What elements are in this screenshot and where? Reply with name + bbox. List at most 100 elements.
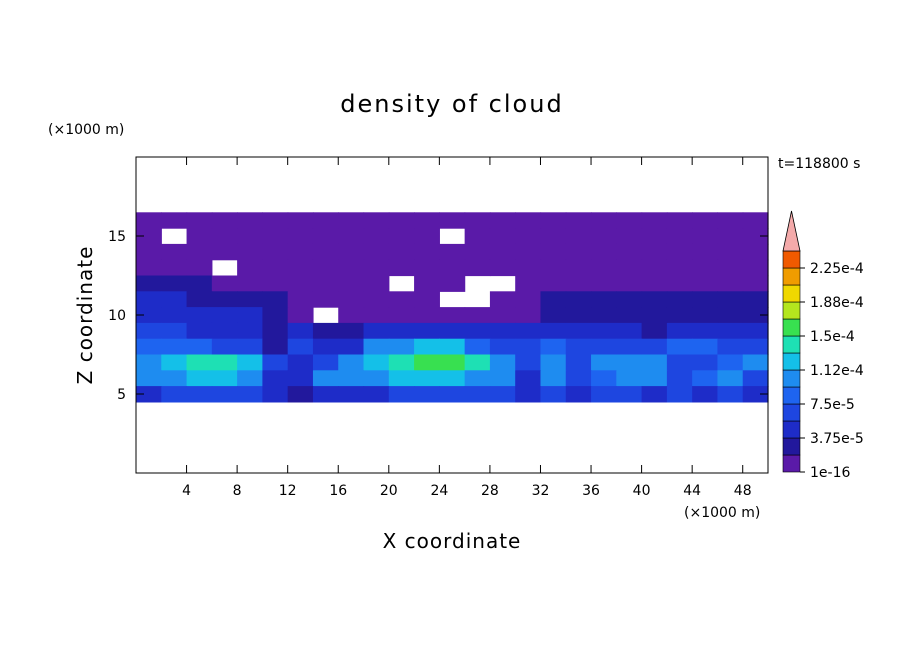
field-cell [338,212,365,229]
field-cell [666,307,693,324]
field-cell [540,307,567,324]
field-cell [616,212,643,229]
field-cell [717,212,744,229]
field-cell [414,322,440,340]
field-cell [237,243,263,261]
field-cell [186,212,213,229]
field-cell [262,354,289,371]
field-cell [464,243,491,261]
field-cell [591,228,617,245]
field-cell [186,275,213,292]
field-cell [742,354,769,371]
field-cell [312,370,339,387]
field-cell [312,354,339,371]
field-cell [540,259,567,277]
field-cell [616,259,643,277]
field-cell [489,228,516,245]
field-cell [312,322,339,340]
field-cell [363,291,390,308]
field-cell [591,386,617,403]
field-cell [363,259,390,277]
field-cell [489,212,516,229]
field-cell [211,354,238,371]
field-cell [692,338,719,356]
colorbar-box [782,352,801,371]
field-cell [565,291,592,308]
field-cell [515,291,542,308]
colorbar-box [782,420,801,439]
colorbar-box [782,318,801,337]
field-cell [414,370,440,387]
field-cell [136,291,162,308]
field-cell [161,307,188,324]
field-cell [388,338,415,356]
field-cell [363,275,390,292]
field-cell [136,386,162,403]
field-cell [262,275,289,292]
field-cell [136,259,162,277]
field-cell [616,291,643,308]
field-cell [666,370,693,387]
field-cell [692,307,719,324]
field-cell [464,322,491,340]
field-cell [464,228,491,245]
x-tick-label: 16 [329,483,347,499]
field-cell [186,291,213,308]
field-cell [388,322,415,340]
field-cell [641,291,668,308]
field-cell [211,243,238,261]
time-annotation: t=118800 s [778,156,860,172]
field-cell [616,322,643,340]
field-cell [439,386,466,403]
field-cell [136,243,162,261]
field-cell [666,338,693,356]
field-cell [414,354,440,371]
field-cell [565,259,592,277]
field-cell [489,354,516,371]
colorbar-extension [782,210,801,252]
field-cell [363,243,390,261]
field-cell [692,354,719,371]
field-cell [237,370,263,387]
field-cell [136,228,162,245]
y-tick-label: 5 [117,387,126,403]
field-cell [363,338,390,356]
field-cell [515,322,542,340]
field-cell [312,291,339,308]
field-cell [591,212,617,229]
field-cell [161,370,188,387]
field-cell [489,322,516,340]
field-cell [237,354,263,371]
field-cell [186,338,213,356]
field-cell [489,338,516,356]
field-cell [666,228,693,245]
field-cell [540,243,567,261]
x-tick-label: 20 [380,483,398,499]
field-cell [388,259,415,277]
field-cell [161,243,188,261]
field-cell [414,228,440,245]
field-cell [565,228,592,245]
x-tick-label: 44 [683,483,701,499]
field-cell [186,259,213,277]
field-cell [641,228,668,245]
field-cell [414,291,440,308]
field-cell [591,291,617,308]
field-cell [515,338,542,356]
field-cell [565,338,592,356]
field-cell [211,322,238,340]
field-cell [616,228,643,245]
x-tick-label: 8 [233,483,242,499]
x-unit: (×1000 m) [684,505,760,521]
field-cell [237,259,263,277]
field-cell [464,386,491,403]
field-cell [591,243,617,261]
field-cell [161,259,188,277]
colorbar-box [782,454,801,473]
field-cell [641,259,668,277]
field-cell [211,386,238,403]
field-cell [237,291,263,308]
field-cell [363,386,390,403]
field-cell [641,370,668,387]
field-cell [262,228,289,245]
